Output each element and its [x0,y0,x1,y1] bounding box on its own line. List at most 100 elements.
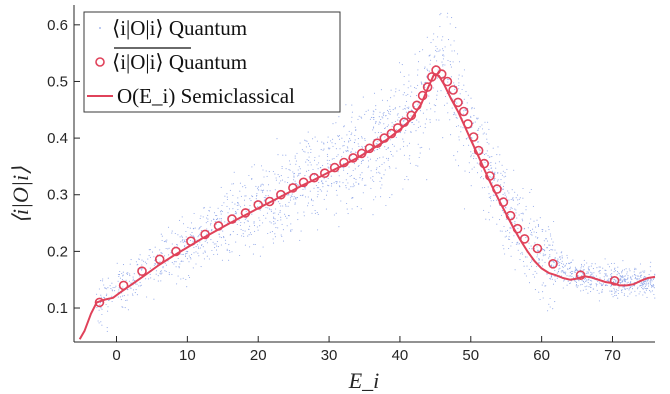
scatter-point [620,278,622,281]
scatter-point [604,269,606,271]
scatter-point [265,217,267,219]
scatter-point [455,101,457,103]
averaged-points-layer [94,65,620,308]
scatter-point [207,220,209,223]
scatter-point [117,273,119,276]
scatter-point [357,143,359,145]
scatter-point [232,183,235,185]
scatter-point [604,273,606,275]
scatter-point [246,220,248,222]
scatter-point [406,107,408,109]
scatter-point [299,142,301,144]
scatter-point [641,284,643,286]
scatter-point [409,131,412,133]
scatter-point [590,283,592,285]
scatter-point [542,297,544,299]
scatter-point [367,166,369,169]
averaged-point [186,236,196,246]
scatter-point [218,233,220,236]
scatter-point [226,196,228,198]
scatter-point [650,284,652,286]
scatter-point [318,187,320,189]
scatter-point [289,163,291,165]
scatter-point [503,176,505,178]
scatter-point [181,240,183,242]
scatter-point [182,241,184,243]
scatter-point [458,88,460,90]
scatter-point [210,220,212,222]
scatter-point [234,203,236,205]
semiclassical-curve [78,73,656,340]
scatter-point [419,152,421,154]
scatter-point [561,257,563,259]
scatter-point [312,168,314,171]
scatter-point [417,104,419,106]
scatter-point [105,288,107,290]
scatter-point [343,126,345,128]
scatter-point [373,111,375,113]
scatter-point [622,276,624,278]
scatter-point [502,244,504,246]
scatter-point [354,126,356,128]
scatter-point [328,148,330,150]
scatter-point [645,284,647,286]
scatter-point [333,158,335,160]
scatter-point [416,119,418,121]
scatter-point [386,100,388,102]
scatter-point [182,253,184,255]
scatter-point [330,175,332,177]
scatter-point [491,156,493,158]
y-tick-label: 0.4 [47,130,68,147]
scatter-point [498,161,500,163]
scatter-point [551,278,553,280]
scatter-point [348,188,350,190]
scatter-point [379,165,381,168]
scatter-point [354,168,356,170]
scatter-point [541,230,543,233]
scatter-point [458,84,460,87]
scatter-point [652,278,654,281]
scatter-point [484,186,486,189]
scatter-point [122,271,124,273]
scatter-point [485,218,487,220]
scatter-point [650,286,653,288]
scatter-point [487,155,489,157]
scatter-point [239,224,241,226]
scatter-point [556,277,558,279]
scatter-point [642,277,645,279]
scatter-point [637,288,639,290]
scatter-point [124,307,126,309]
scatter-point [559,262,561,264]
scatter-point [458,74,460,76]
scatter-point [639,272,641,274]
scatter-point [467,94,469,96]
scatter-point [385,115,387,117]
scatter-point [547,310,549,312]
scatter-point [451,107,453,109]
scatter-point [219,236,221,238]
scatter-point [497,146,499,148]
scatter-point [296,175,299,177]
scatter-point [185,236,187,238]
scatter-point [568,275,570,277]
scatter-point [587,271,589,273]
scatter-point [504,192,506,194]
scatter-point [504,194,506,196]
scatter-point [198,228,200,230]
scatter-point [326,141,329,143]
scatter-point [121,272,123,275]
scatter-point [610,269,612,271]
scatter-point [307,196,309,198]
scatter-point [457,151,459,153]
scatter-point [322,165,324,167]
scatter-point [147,258,149,260]
scatter-point [516,194,519,196]
scatter-point [408,80,410,82]
scatter-point [628,287,630,289]
scatter-point [311,212,313,214]
scatter-point [162,267,164,269]
scatter-point [375,105,377,107]
scatter-point [279,210,281,212]
scatter-point [439,49,441,51]
scatter-point [528,222,531,224]
